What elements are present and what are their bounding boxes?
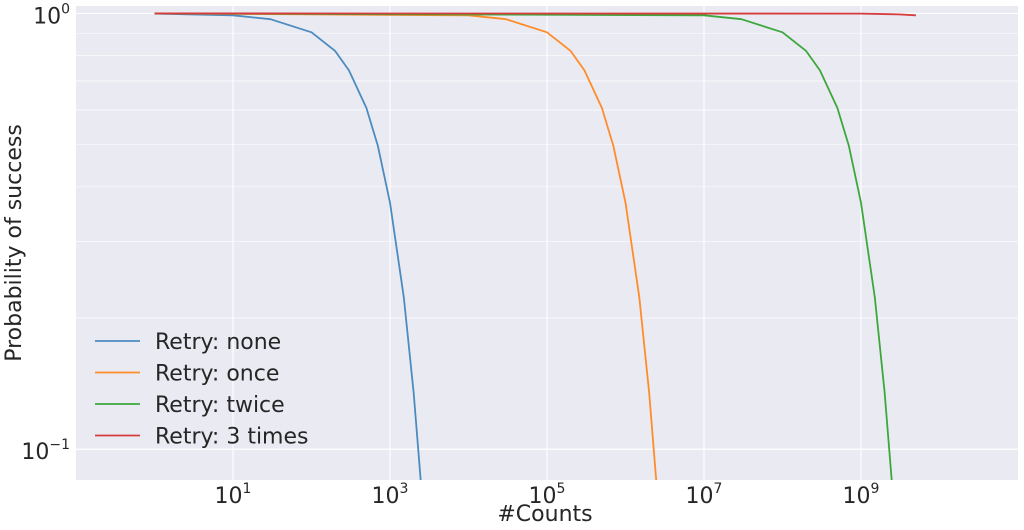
y-axis-label: Probability of success (2, 124, 27, 362)
y-tick-label: 10−1 (21, 437, 70, 465)
x-tick-label: 105 (529, 481, 566, 509)
legend-label-4: Retry: 3 times (155, 425, 308, 450)
x-axis-label: #Counts (497, 502, 592, 527)
legend-label-2: Retry: once (155, 362, 279, 387)
x-tick-label: 109 (843, 481, 880, 509)
series-lines (154, 12, 916, 480)
legend: Retry: none Retry: once Retry: twice Retry:… (95, 330, 308, 450)
series-line-2 (154, 12, 658, 480)
x-tick-labels: 101 103 105 107 109 (215, 481, 880, 509)
series-line-1 (154, 12, 422, 480)
x-tick-label: 107 (686, 481, 723, 509)
series-line-4 (154, 12, 916, 17)
x-tick-label: 101 (215, 481, 252, 509)
y-tick-label: 100 (33, 1, 70, 29)
legend-label-3: Retry: twice (155, 393, 285, 418)
x-tick-label: 103 (372, 481, 409, 509)
y-tick-labels: 100 10−1 (21, 1, 70, 465)
series-line-3 (154, 12, 893, 480)
legend-label-1: Retry: none (155, 330, 281, 355)
